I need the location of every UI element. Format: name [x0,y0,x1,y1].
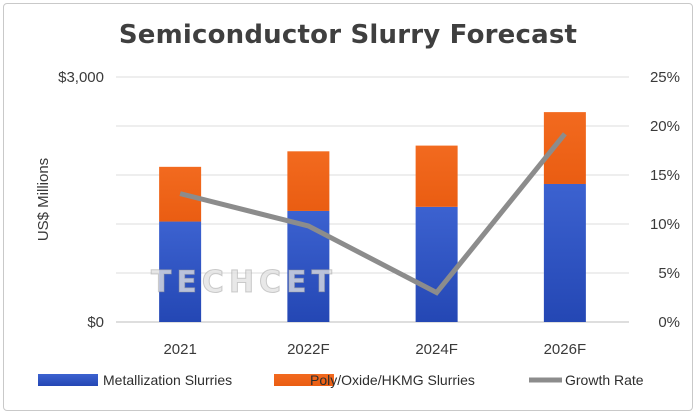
legend-label-1: Poly/Oxide/HKMG Slurries [310,372,475,388]
y2-tick-label: 20% [650,118,680,135]
y2-tick-label: 15% [650,167,680,184]
y2-tick-label: 10% [650,216,680,233]
bar-metallization-2026f [544,184,586,322]
x-tick-label: 2021 [163,341,196,358]
chart-plot: TECHCET $0 $3,000 0% 5% 10% 15% 20% 25% 2021 2022… [4,4,694,412]
legend-label-2: Growth Rate [565,372,644,388]
bar-poly-oxide-hkmg-2022f [287,151,329,211]
y-axis-title: US$ Millions [35,158,52,241]
y2-tick-label: 25% [650,69,680,86]
x-tick-label: 2026F [544,341,587,358]
x-tick-label: 2024F [415,341,458,358]
chart-frame: Semiconductor Slurry Forecast TECHCET $0… [3,3,693,411]
bar-poly-oxide-hkmg-2024f [416,146,458,207]
bar-poly-oxide-hkmg-2026f [544,112,586,184]
watermark-text: TECHCET [151,265,337,300]
legend-label-0: Metallization Slurries [103,372,232,388]
x-tick-label: 2022F [287,341,330,358]
bar-metallization-2024f [416,207,458,322]
legend-swatch-0 [38,374,98,386]
y2-tick-label: 0% [658,314,680,331]
y2-tick-label: 5% [658,265,680,282]
y-tick-label: $0 [87,314,104,331]
y-tick-label: $3,000 [58,69,104,86]
